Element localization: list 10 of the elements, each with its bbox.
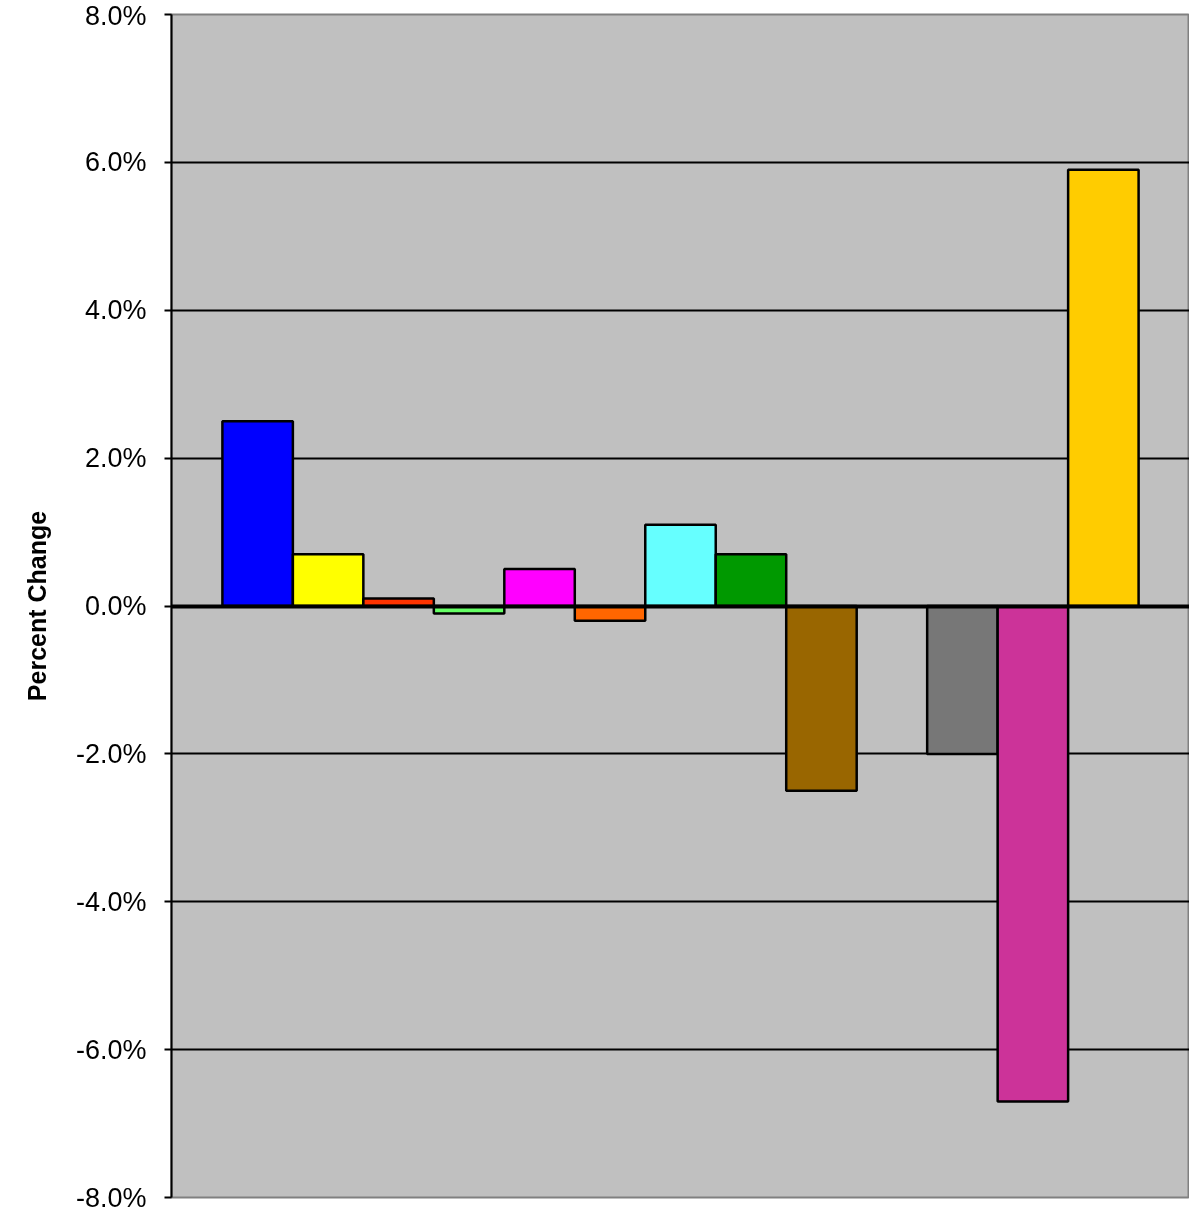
y-axis-title: Percent Change	[22, 510, 51, 702]
y-tick-label: 4.0%	[84, 295, 147, 326]
y-tick-label: 0.0%	[84, 591, 147, 621]
y-tick-label: 6.0%	[84, 147, 147, 178]
y-tick-label: 2.0%	[84, 443, 147, 474]
y-tick-label: -2.0%	[75, 738, 147, 769]
y-tick-label: -8.0%	[75, 1182, 147, 1213]
y-tick-label: 8.0%	[84, 0, 147, 31]
y-tick-label: -6.0%	[75, 1034, 147, 1065]
y-tick-label: -4.0%	[75, 886, 147, 917]
